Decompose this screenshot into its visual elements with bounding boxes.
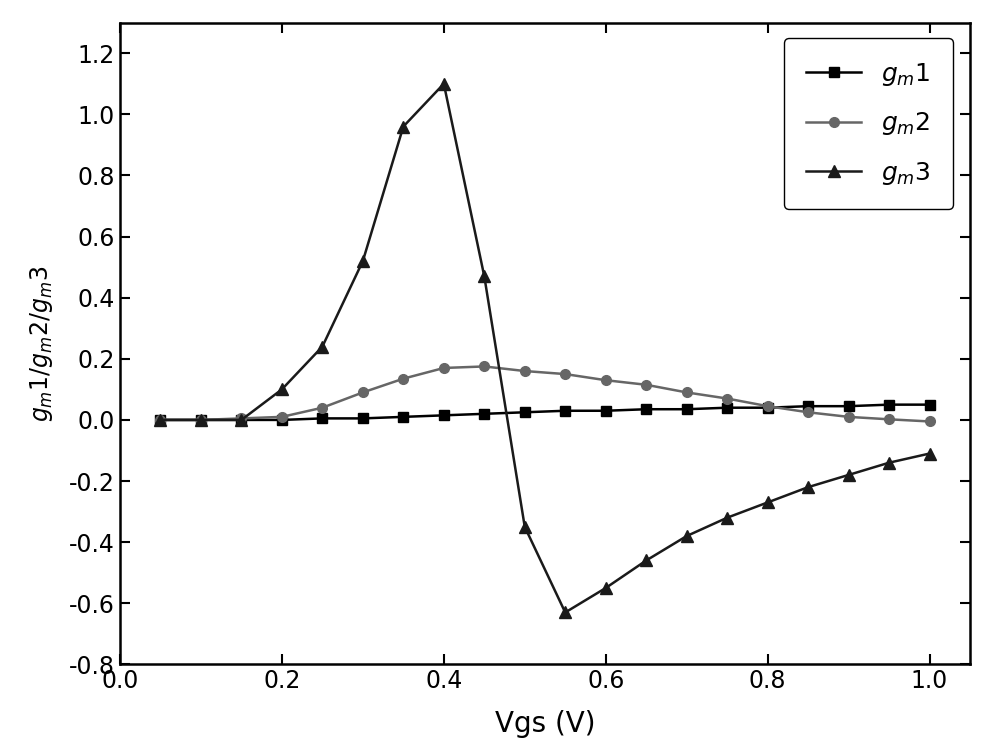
$g_m$2 <box>154 415 166 424</box>
$g_m$1 <box>640 405 652 414</box>
$g_m$1 <box>154 415 166 424</box>
$g_m$2 <box>519 366 531 375</box>
$g_m$2 <box>600 376 612 385</box>
Line: $g_m$3: $g_m$3 <box>155 79 935 618</box>
$g_m$3 <box>316 342 328 351</box>
X-axis label: Vgs (V): Vgs (V) <box>495 710 595 738</box>
$g_m$2 <box>762 402 774 411</box>
$g_m$1 <box>397 412 409 421</box>
$g_m$2 <box>883 414 895 424</box>
$g_m$3 <box>154 415 166 424</box>
$g_m$3 <box>640 556 652 565</box>
Line: $g_m$1: $g_m$1 <box>156 400 934 425</box>
$g_m$2 <box>316 403 328 412</box>
$g_m$3 <box>600 584 612 593</box>
$g_m$2 <box>559 369 571 378</box>
$g_m$1 <box>802 402 814 411</box>
$g_m$1 <box>883 400 895 409</box>
$g_m$3 <box>762 498 774 507</box>
$g_m$2 <box>438 363 450 372</box>
$g_m$1 <box>357 414 369 423</box>
$g_m$1 <box>478 409 490 418</box>
$g_m$2 <box>195 415 207 424</box>
$g_m$3 <box>843 470 855 479</box>
$g_m$1 <box>195 415 207 424</box>
$g_m$1 <box>235 415 247 424</box>
$g_m$1 <box>276 415 288 424</box>
$g_m$1 <box>681 405 693 414</box>
$g_m$1 <box>721 403 733 412</box>
$g_m$2 <box>478 362 490 371</box>
Line: $g_m$2: $g_m$2 <box>156 362 934 427</box>
Y-axis label: $g_m$1/$g_m$2/$g_m$3: $g_m$1/$g_m$2/$g_m$3 <box>28 265 55 422</box>
$g_m$1 <box>316 414 328 423</box>
$g_m$2 <box>681 388 693 397</box>
$g_m$2 <box>802 408 814 417</box>
Legend: $g_m$1, $g_m$2, $g_m$3: $g_m$1, $g_m$2, $g_m$3 <box>784 39 953 209</box>
$g_m$3 <box>559 608 571 617</box>
$g_m$1 <box>438 411 450 420</box>
$g_m$2 <box>640 381 652 390</box>
$g_m$3 <box>721 513 733 522</box>
$g_m$3 <box>276 385 288 394</box>
$g_m$3 <box>883 458 895 467</box>
$g_m$3 <box>924 449 936 458</box>
$g_m$2 <box>357 388 369 397</box>
$g_m$2 <box>397 374 409 384</box>
$g_m$3 <box>397 122 409 131</box>
$g_m$3 <box>195 415 207 424</box>
$g_m$1 <box>924 400 936 409</box>
$g_m$2 <box>276 412 288 421</box>
$g_m$2 <box>843 412 855 421</box>
$g_m$1 <box>762 403 774 412</box>
$g_m$1 <box>559 406 571 415</box>
$g_m$2 <box>235 414 247 423</box>
$g_m$1 <box>600 406 612 415</box>
$g_m$1 <box>519 408 531 417</box>
$g_m$3 <box>235 415 247 424</box>
$g_m$3 <box>681 532 693 541</box>
$g_m$3 <box>478 272 490 281</box>
$g_m$2 <box>721 394 733 403</box>
$g_m$3 <box>438 79 450 88</box>
$g_m$1 <box>843 402 855 411</box>
$g_m$3 <box>802 482 814 492</box>
$g_m$2 <box>924 417 936 426</box>
$g_m$3 <box>519 522 531 532</box>
$g_m$3 <box>357 257 369 266</box>
